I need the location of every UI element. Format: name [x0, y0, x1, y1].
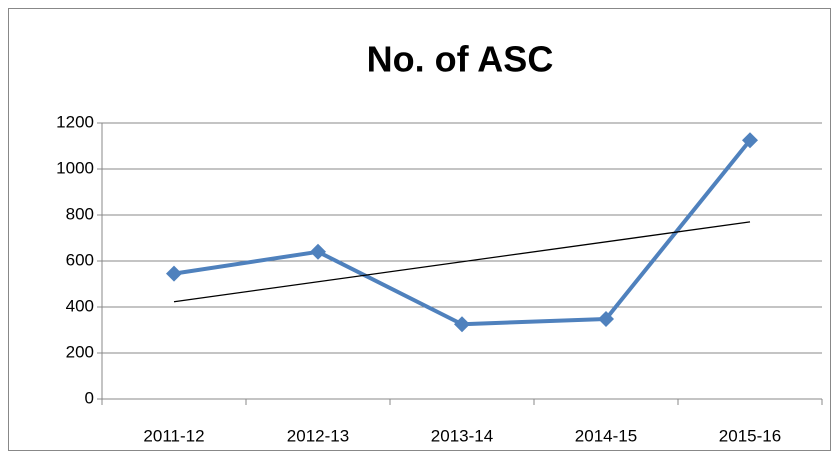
chart-title: No. of ASC [367, 39, 554, 80]
trendline [173, 221, 751, 303]
y-tick-label: 1000 [56, 158, 94, 177]
y-tick-label: 400 [66, 296, 94, 315]
marker [742, 132, 758, 149]
x-tick-label: 2013-14 [431, 426, 493, 445]
x-tick-label: 2014-15 [575, 426, 637, 445]
x-tick-label: 2015-16 [719, 426, 781, 445]
x-tick-label: 2012-13 [287, 426, 349, 445]
y-tick-label: 0 [85, 388, 94, 407]
y-tick-label: 1200 [56, 112, 94, 131]
marker [310, 243, 326, 260]
x-tick-label: 2011-12 [143, 426, 204, 445]
y-tick-label: 800 [66, 204, 94, 223]
marker [454, 316, 470, 333]
y-tick-label: 600 [66, 250, 94, 269]
y-tick-label: 200 [66, 342, 94, 361]
marker [598, 310, 614, 327]
marker [166, 265, 182, 282]
